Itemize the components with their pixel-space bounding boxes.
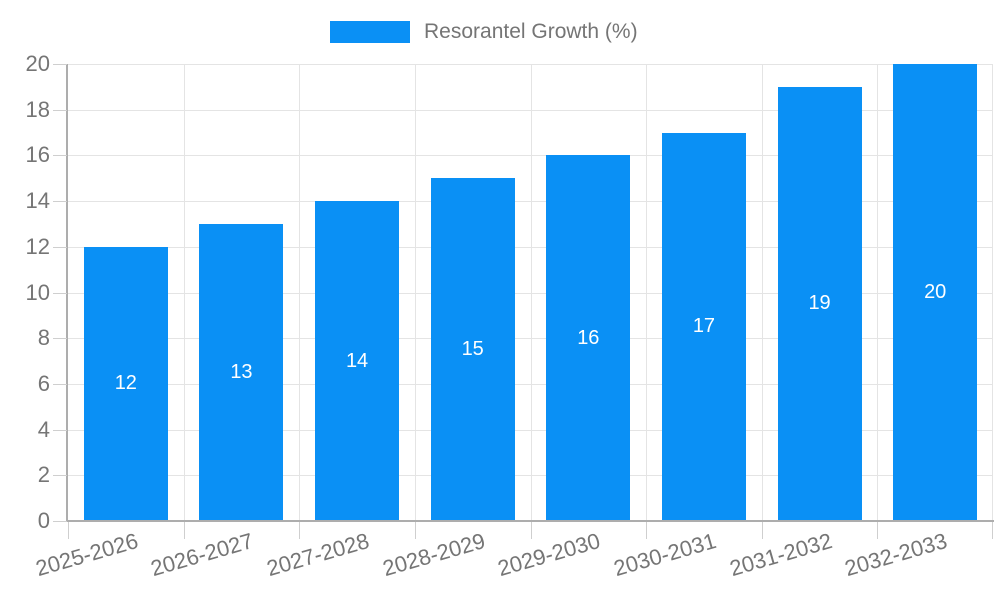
gridline-vertical <box>992 64 993 521</box>
bar-2031-2032[interactable]: 19 <box>777 86 862 521</box>
bar-value-label: 17 <box>692 315 716 338</box>
y-tick-mark <box>53 109 67 111</box>
y-tick-label: 8 <box>37 325 50 351</box>
x-tick-mark <box>299 522 301 539</box>
gridline-vertical <box>299 64 301 521</box>
y-tick-label: 4 <box>37 416 50 442</box>
y-tick-mark <box>53 201 67 203</box>
bar-2032-2033[interactable]: 20 <box>893 64 978 521</box>
gridline-vertical <box>761 64 763 521</box>
y-tick-label: 16 <box>25 142 50 168</box>
bar-2025-2026[interactable]: 12 <box>83 246 168 521</box>
plot-area: 12 13 14 15 16 17 19 20 <box>68 64 993 521</box>
y-tick-mark <box>53 292 67 294</box>
x-tick-mark <box>414 522 416 539</box>
y-tick-label: 12 <box>25 233 50 259</box>
gridline-vertical <box>183 64 185 521</box>
bar-2030-2031[interactable]: 17 <box>661 132 746 521</box>
bar-2029-2030[interactable]: 16 <box>546 155 631 521</box>
y-tick-mark <box>53 246 67 248</box>
y-tick-label: 2 <box>37 462 50 488</box>
y-tick-mark <box>53 429 67 431</box>
bar-2026-2027[interactable]: 13 <box>199 223 284 521</box>
bar-value-label: 12 <box>114 372 137 395</box>
bar-2028-2029[interactable]: 15 <box>430 178 515 521</box>
legend-label: Resorantel Growth (%) <box>424 20 638 43</box>
x-tick-mark <box>761 522 763 539</box>
x-axis-line <box>66 520 994 522</box>
y-tick-mark <box>53 155 67 157</box>
y-axis-line <box>66 64 68 522</box>
bar-value-label: 16 <box>577 326 600 349</box>
y-tick-label: 0 <box>37 508 50 533</box>
y-tick-label: 10 <box>25 279 50 305</box>
y-tick-mark <box>53 383 67 385</box>
y-tick-label: 18 <box>25 96 50 122</box>
y-tick-mark <box>53 64 67 65</box>
legend[interactable]: Resorantel Growth (%) <box>330 20 638 44</box>
x-tick-mark <box>183 522 185 539</box>
x-tick-mark <box>992 522 993 539</box>
bar-value-label: 13 <box>230 360 253 383</box>
bar-value-label: 15 <box>461 338 484 361</box>
x-tick-mark <box>530 522 532 539</box>
y-tick-label: 20 <box>25 51 50 76</box>
gridline-vertical <box>646 64 648 521</box>
bar-2027-2028[interactable]: 14 <box>315 201 400 521</box>
y-tick-mark <box>53 475 67 477</box>
x-tick-mark <box>646 522 648 539</box>
y-tick-label: 6 <box>37 370 50 396</box>
x-tick-mark <box>877 522 879 539</box>
y-tick-mark <box>53 521 67 522</box>
gridline-vertical <box>530 64 532 521</box>
bar-value-label: 19 <box>808 292 831 315</box>
gridline-vertical <box>877 64 879 521</box>
legend-swatch-icon <box>330 21 410 43</box>
bar-value-label: 14 <box>345 349 369 372</box>
y-tick-mark <box>53 338 67 340</box>
y-tick-label: 14 <box>25 188 50 214</box>
gridline-vertical <box>414 64 416 521</box>
bar-value-label: 20 <box>924 281 947 303</box>
x-tick-mark <box>68 522 69 539</box>
